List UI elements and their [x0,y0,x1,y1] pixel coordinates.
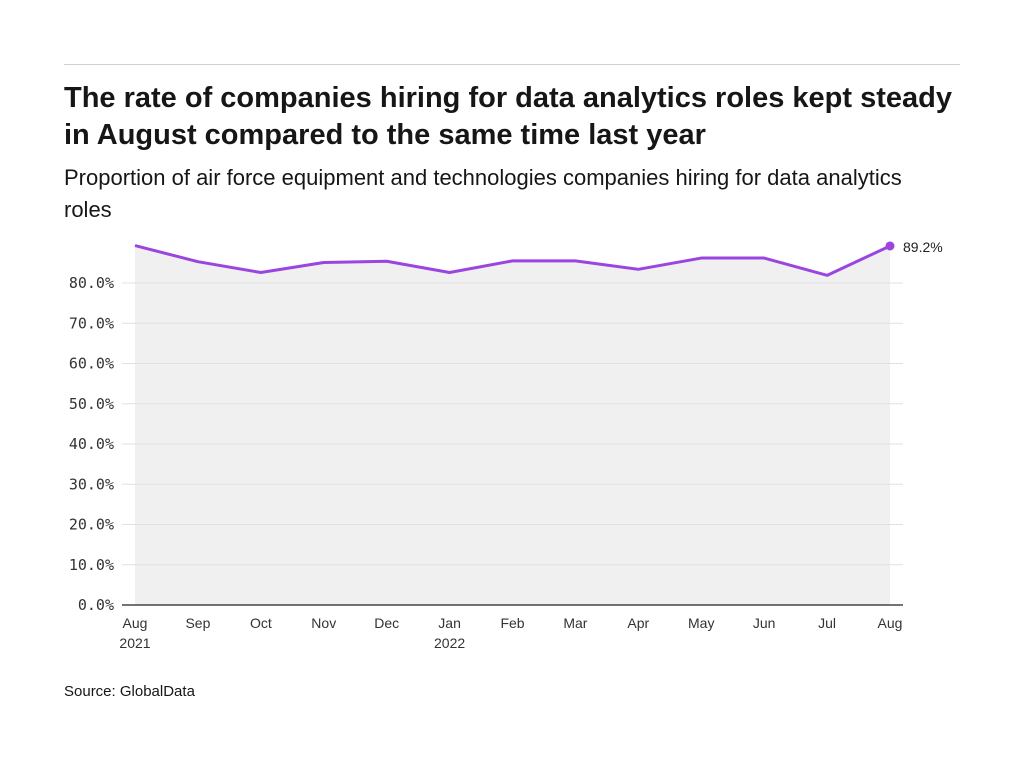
area-fill [135,245,890,605]
x-tick-label: Sep [185,615,210,631]
x-tick-year: 2022 [434,635,465,651]
top-rule [64,64,960,65]
y-tick-label: 50.0% [69,395,114,413]
x-tick-label: Mar [563,615,587,631]
y-tick-label: 30.0% [69,475,114,493]
series-line [134,244,891,277]
end-data-label: 89.2% [903,239,943,255]
x-tick-label: Feb [500,615,524,631]
x-tick-label: Dec [374,615,399,631]
x-tick-label: Aug [878,615,903,631]
source-note: Source: GlobalData [64,683,195,700]
y-tick-label: 60.0% [69,355,114,373]
x-tick-label: May [688,615,714,631]
x-tick-label: Nov [311,615,336,631]
y-tick-label: 70.0% [69,314,114,332]
x-tick-label: Apr [627,615,649,631]
x-tick-year: 2021 [119,635,150,651]
y-tick-label: 10.0% [69,556,114,574]
y-tick-label: 40.0% [69,435,114,453]
y-tick-label: 0.0% [78,596,114,614]
x-tick-label: Oct [250,615,272,631]
y-tick-label: 80.0% [69,274,114,292]
x-tick-label: Aug [123,615,148,631]
x-tick-label: Jul [818,615,836,631]
chart-title: The rate of companies hiring for data an… [64,82,952,151]
chart-subtitle: Proportion of air force equipment and te… [64,165,902,222]
end-point [885,241,895,251]
x-tick-label: Jan [438,615,461,631]
x-tick-label: Jun [753,615,776,631]
y-tick-label: 20.0% [69,516,114,534]
